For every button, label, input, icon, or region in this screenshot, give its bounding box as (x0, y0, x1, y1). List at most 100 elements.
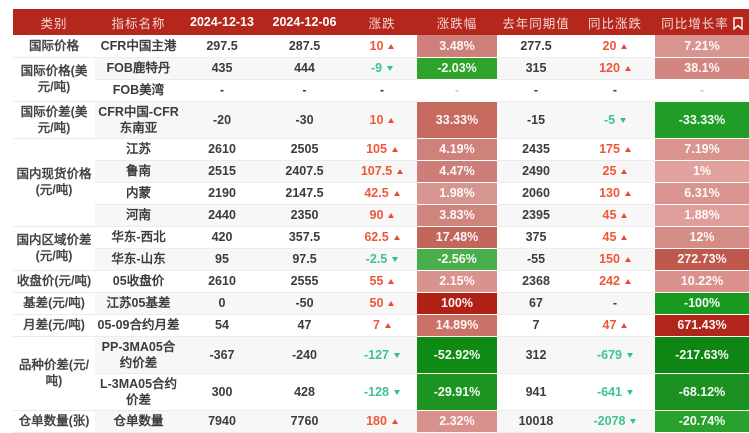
header-last-year-value: 去年同期值 (497, 9, 575, 35)
last-year-cell: 2368 (497, 270, 575, 293)
category-cell: 国际价差(美元/吨) (13, 101, 95, 139)
yoy-pct-cell: -68.12% (655, 373, 749, 411)
indicator-cell: FOB鹿特丹 (95, 57, 182, 80)
up-arrow-icon (388, 301, 395, 307)
change-cell: 42.5 (347, 182, 417, 205)
table-body: 国际价格 CFR中国主港 297.5 287.5 10 3.48% 277.5 20 7.21%… (13, 35, 749, 433)
change-pct-cell: 3.83% (417, 204, 497, 227)
yoy-change-cell: 150 (575, 248, 655, 271)
change-value-down: -679 (597, 348, 634, 362)
change-value-up: 45 (603, 230, 628, 244)
indicator-cell: 仓单数量 (95, 410, 182, 433)
yoy-pct-cell: -100% (655, 292, 749, 315)
down-arrow-icon (627, 352, 634, 358)
value-current-cell: 2515 (182, 160, 262, 183)
header-date-previous: 2024-12-06 (262, 9, 347, 35)
change-cell: 10 (347, 101, 417, 139)
change-cell: - (347, 79, 417, 102)
value-previous-cell: 2407.5 (262, 160, 347, 183)
category-cell: 品种价差(元/吨) (13, 336, 95, 411)
last-year-cell: - (497, 79, 575, 102)
change-value-up: 90 (370, 208, 395, 222)
value-current-cell: 7940 (182, 410, 262, 433)
last-year-cell: 315 (497, 57, 575, 80)
indicator-cell: 江苏 (95, 138, 182, 161)
category-cell: 收盘价(元/吨) (13, 270, 95, 293)
table-row: 月差(元/吨) 05-09合约月差 54 47 7 14.89% 7 47 671.43% (13, 314, 749, 337)
indicator-cell: 内蒙 (95, 182, 182, 205)
change-pct-cell: 1.98% (417, 182, 497, 205)
change-pct-cell: 4.47% (417, 160, 497, 183)
yoy-pct-cell: 671.43% (655, 314, 749, 337)
value-previous-cell: 287.5 (262, 35, 347, 58)
table-row: 仓单数量(张) 仓单数量 7940 7760 180 2.32% 10018 -2078 -20… (13, 410, 749, 433)
change-value-up: 242 (599, 274, 631, 288)
value-current-cell: 2610 (182, 138, 262, 161)
change-cell: 55 (347, 270, 417, 293)
change-value-up: 107.5 (361, 164, 404, 178)
up-arrow-icon (624, 147, 631, 153)
indicator-cell: 江苏05基差 (95, 292, 182, 315)
indicator-cell: 05-09合约月差 (95, 314, 182, 337)
change-cell: -9 (347, 57, 417, 80)
table-row: 国内区域价差(元/吨) 华东-西北 420 357.5 62.5 17.48% 375 45 1… (13, 226, 749, 271)
bookmark-icon[interactable] (733, 16, 743, 30)
up-arrow-icon (388, 213, 395, 219)
up-arrow-icon (393, 235, 400, 241)
change-value-down: -5 (604, 113, 627, 127)
change-value-up: 7 (373, 318, 391, 332)
last-year-cell: 277.5 (497, 35, 575, 58)
yoy-pct-cell: 10.22% (655, 270, 749, 293)
change-cell: 7 (347, 314, 417, 337)
change-value-up: 105 (366, 142, 398, 156)
change-cell: -127 (347, 336, 417, 374)
change-value-up: 47 (603, 318, 628, 332)
yoy-change-cell: -5 (575, 101, 655, 139)
indicator-cell: FOB美湾 (95, 79, 182, 102)
yoy-pct-cell: - (655, 79, 749, 102)
yoy-change-cell: 47 (575, 314, 655, 337)
down-arrow-icon (394, 389, 401, 395)
table-row: 国际价格 CFR中国主港 297.5 287.5 10 3.48% 277.5 20 7.21% (13, 35, 749, 58)
indicator-cell: 河南 (95, 204, 182, 227)
value-current-cell: 2610 (182, 270, 262, 293)
up-arrow-icon (621, 213, 628, 219)
value-previous-cell: 47 (262, 314, 347, 337)
last-year-cell: -55 (497, 248, 575, 271)
change-value-up: 175 (599, 142, 631, 156)
value-current-cell: 420 (182, 226, 262, 249)
indicator-cell: L-3MA05合约价差 (95, 373, 182, 411)
last-year-cell: 375 (497, 226, 575, 249)
value-current-cell: -367 (182, 336, 262, 374)
table-row: 基差(元/吨) 江苏05基差 0 -50 50 100% 67 - -100% (13, 292, 749, 315)
change-pct-cell: 17.48% (417, 226, 497, 249)
yoy-change-cell: 25 (575, 160, 655, 183)
category-cell: 基差(元/吨) (13, 292, 95, 315)
yoy-pct-cell: -20.74% (655, 410, 749, 433)
value-previous-cell: 2147.5 (262, 182, 347, 205)
last-year-cell: -15 (497, 101, 575, 139)
yoy-pct-cell: 1.88% (655, 204, 749, 227)
value-previous-cell: 97.5 (262, 248, 347, 271)
header-date-current: 2024-12-13 (182, 9, 262, 35)
price-indicator-table: 类别 指标名称 2024-12-13 2024-12-06 涨跌 涨跌幅 去年同… (13, 9, 749, 433)
down-arrow-icon (394, 352, 401, 358)
value-previous-cell: 357.5 (262, 226, 347, 249)
indicator-cell: 华东-山东 (95, 248, 182, 271)
header-indicator-name: 指标名称 (95, 9, 182, 35)
up-arrow-icon (624, 66, 631, 72)
change-value-down: -127 (364, 348, 401, 362)
header-category: 类别 (13, 9, 95, 35)
yoy-change-cell: 45 (575, 226, 655, 249)
yoy-pct-cell: 38.1% (655, 57, 749, 80)
table-row: 河南 2440 2350 90 3.83% 2395 45 1.88% (13, 204, 749, 227)
yoy-pct-cell: 7.19% (655, 138, 749, 161)
change-pct-cell: -29.91% (417, 373, 497, 411)
yoy-pct-cell: 7.21% (655, 35, 749, 58)
value-previous-cell: - (262, 79, 347, 102)
up-arrow-icon (397, 169, 404, 175)
value-current-cell: 0 (182, 292, 262, 315)
change-cell: 62.5 (347, 226, 417, 249)
value-previous-cell: 444 (262, 57, 347, 80)
up-arrow-icon (391, 147, 398, 153)
